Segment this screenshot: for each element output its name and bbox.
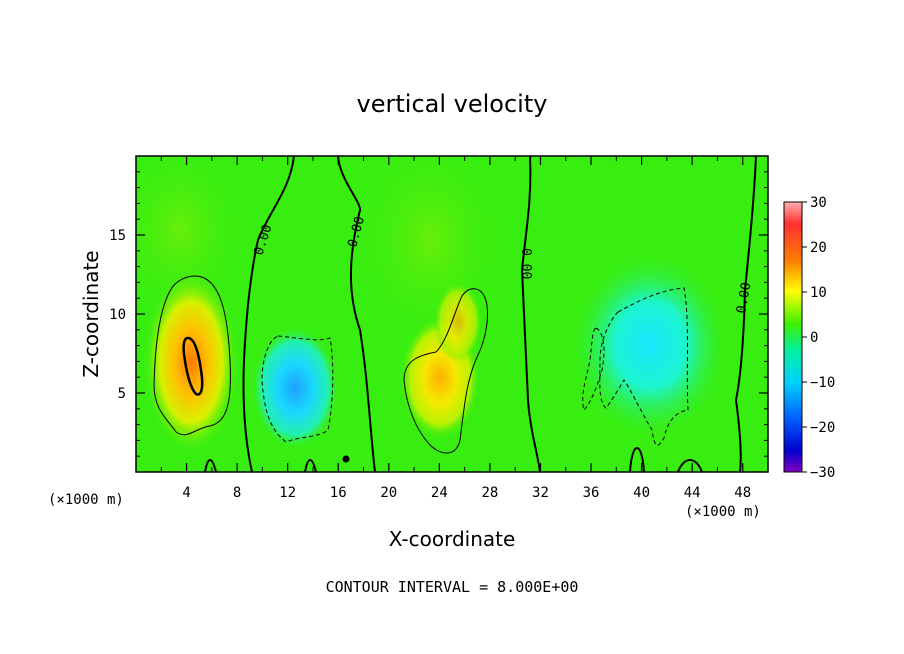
y-axis-label: Z-coordinate [79, 250, 103, 377]
x-tick-label: 36 [583, 485, 600, 501]
x-tick-label: 24 [431, 485, 448, 501]
x-axis-label: X-coordinate [389, 527, 516, 551]
x-tick-label: 12 [279, 485, 296, 501]
colorbar-ticks: 30 20 10 0 −10 −20 −30 [802, 195, 835, 481]
contour-positive [403, 288, 488, 454]
contour-zero-line [304, 459, 317, 472]
plot-area: 0.00 0.00 0.00 0.00 [136, 156, 768, 472]
contour-zero-line [734, 156, 757, 472]
field-updraft-core [434, 282, 482, 362]
colorbar-tick-label: −10 [810, 375, 835, 391]
colorbar-tick-label: −20 [810, 420, 835, 436]
colorbar-tick-label: 10 [810, 285, 827, 301]
field-updraft-core [143, 270, 239, 454]
x-tick-label: 40 [633, 485, 650, 501]
contour-zero-line [242, 156, 295, 472]
positive-contours [153, 275, 488, 454]
contour-negative [261, 335, 334, 443]
y-tick-label: 15 [109, 228, 126, 244]
contour-zero-dot [342, 455, 350, 463]
colorbar [783, 201, 803, 473]
contour-label: 0.00 [734, 281, 754, 314]
x-tick-label: 44 [684, 485, 701, 501]
contour-label: 0.00 [518, 248, 533, 279]
contour-zero-line [677, 459, 703, 472]
contour-interval-note: CONTOUR INTERVAL = 8.000E+00 [326, 578, 579, 596]
colorbar-tick-label: 0 [810, 330, 818, 346]
field-downdraft-core [251, 326, 339, 450]
field-downdraft-core [570, 250, 730, 440]
y-axis-ticks: 5 10 15 [109, 171, 768, 457]
contour-zero-line [337, 156, 376, 472]
zero-contours [204, 156, 757, 472]
negative-contours [261, 287, 689, 446]
x-tick-label: 28 [481, 485, 498, 501]
y-tick-label: 10 [109, 307, 126, 323]
z-unit-label: (×1000 m) [48, 492, 124, 508]
field-soft-region [136, 156, 250, 320]
x-tick-label: 8 [233, 485, 241, 501]
chart-title: vertical velocity [357, 90, 548, 118]
field-soft-region [350, 156, 510, 350]
x-unit-label: (×1000 m) [685, 504, 761, 520]
colorbar-tick-label: −30 [810, 465, 835, 481]
x-tick-label: 20 [380, 485, 397, 501]
x-tick-label: 32 [532, 485, 549, 501]
x-tick-label: 48 [734, 485, 751, 501]
colorbar-tick-label: 20 [810, 240, 827, 256]
contour-positive [153, 275, 231, 436]
y-tick-label: 5 [118, 386, 126, 402]
contour-zero-line [629, 447, 645, 472]
colorbar-tick-label: 30 [810, 195, 827, 211]
contour-zero-line [204, 459, 217, 472]
x-axis-ticks: 4 8 12 16 20 24 28 32 36 40 44 48 [160, 156, 751, 501]
contour-zero-line [520, 156, 541, 472]
x-tick-label: 4 [182, 485, 190, 501]
contour-positive-strong [182, 336, 204, 396]
x-tick-label: 16 [330, 485, 347, 501]
